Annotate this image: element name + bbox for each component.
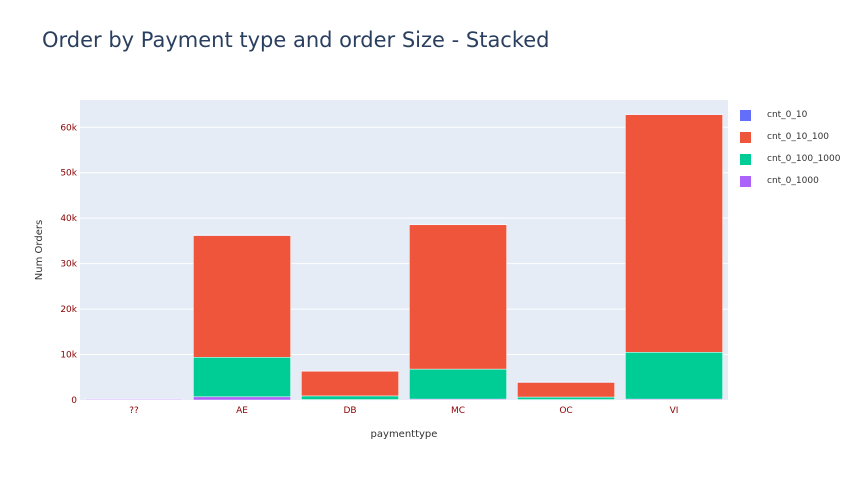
- bar-cnt_0_10-MC[interactable]: [409, 223, 507, 226]
- bar-cnt_0_100_1000-OC[interactable]: [517, 396, 615, 400]
- legend-label: cnt_0_100_1000: [767, 154, 841, 164]
- x-tick-label: MC: [451, 406, 465, 416]
- bar-cnt_0_100_1000-VI[interactable]: [625, 352, 723, 400]
- bar-cnt_0_10_100-MC[interactable]: [409, 224, 507, 370]
- y-tick-label: 50k: [60, 169, 77, 179]
- x-tick-label: DB: [343, 406, 356, 416]
- legend-label: cnt_0_10_100: [767, 132, 830, 142]
- chart-title: Order by Payment type and order Size - S…: [42, 28, 550, 52]
- legend-item-cnt_0_10_100[interactable]: cnt_0_10_100: [740, 126, 841, 148]
- bar-cnt_0_10_100-VI[interactable]: [625, 114, 723, 353]
- legend-item-cnt_0_1000[interactable]: cnt_0_1000: [740, 170, 841, 192]
- legend-item-cnt_0_100_1000[interactable]: cnt_0_100_1000: [740, 148, 841, 170]
- y-axis-title: Num Orders: [34, 220, 45, 280]
- legend-swatch: [740, 131, 751, 143]
- bar-cnt_0_100_1000-AE[interactable]: [193, 357, 291, 398]
- plot-background: [80, 100, 728, 400]
- bar-cnt_0_10-DB[interactable]: [301, 370, 399, 372]
- bar-cnt_0_10-OC[interactable]: [517, 381, 615, 383]
- y-tick-label: 30k: [60, 260, 77, 270]
- legend-label: cnt_0_10: [767, 110, 808, 120]
- bar-cnt_0_10-??[interactable]: [85, 398, 183, 400]
- x-tick-label: AE: [236, 406, 248, 416]
- legend-swatch: [740, 153, 751, 165]
- gridlines: [80, 126, 728, 356]
- y-tick-label: 10k: [60, 351, 77, 361]
- y-axis: 0 10k 20k 30k 40k 50k 60k: [60, 123, 77, 406]
- x-tick-label: OC: [559, 406, 572, 416]
- bar-cnt_0_10-AE[interactable]: [193, 234, 291, 236]
- y-tick-label: 60k: [60, 123, 77, 133]
- x-axis: ?? AE DB MC OC VI: [129, 406, 678, 416]
- legend-label: cnt_0_1000: [767, 176, 819, 186]
- bar-cnt_0_100_1000-DB[interactable]: [301, 395, 399, 400]
- bar-cnt_0_100_1000-MC[interactable]: [409, 368, 507, 400]
- x-tick-label: VI: [670, 406, 679, 416]
- bar-cnt_0_10_100-DB[interactable]: [301, 370, 399, 397]
- bar-cnt_0_1000-AE[interactable]: [193, 396, 291, 401]
- bar-cnt_0_10_100-AE[interactable]: [193, 235, 291, 358]
- legend-swatch: [740, 109, 751, 121]
- legend[interactable]: cnt_0_10 cnt_0_10_100 cnt_0_100_1000 cnt_0_…: [740, 104, 841, 192]
- bars[interactable]: [85, 113, 723, 401]
- x-tick-label: ??: [129, 406, 139, 416]
- bar-cnt_0_10_100-OC[interactable]: [517, 381, 615, 398]
- legend-item-cnt_0_10[interactable]: cnt_0_10: [740, 104, 841, 126]
- legend-swatch: [740, 175, 751, 187]
- y-tick-label: 0: [71, 396, 77, 406]
- y-tick-label: 20k: [60, 305, 77, 315]
- bar-cnt_0_10-VI[interactable]: [625, 113, 723, 115]
- x-axis-title: paymenttype: [371, 429, 438, 440]
- y-tick-label: 40k: [60, 214, 77, 224]
